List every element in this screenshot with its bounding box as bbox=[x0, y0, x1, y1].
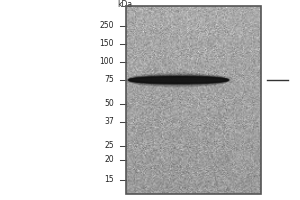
Text: 50: 50 bbox=[104, 99, 114, 108]
Text: 20: 20 bbox=[104, 156, 114, 164]
Text: 15: 15 bbox=[104, 176, 114, 184]
Ellipse shape bbox=[129, 77, 228, 83]
Ellipse shape bbox=[127, 73, 230, 87]
Text: kDa: kDa bbox=[117, 0, 132, 9]
Ellipse shape bbox=[128, 75, 229, 85]
Text: 150: 150 bbox=[100, 40, 114, 48]
Bar bbox=[126, 6, 261, 194]
Text: 100: 100 bbox=[100, 58, 114, 66]
Text: 250: 250 bbox=[100, 21, 114, 30]
Text: 37: 37 bbox=[104, 117, 114, 127]
Text: 25: 25 bbox=[104, 142, 114, 150]
Text: 75: 75 bbox=[104, 75, 114, 84]
Ellipse shape bbox=[129, 76, 229, 84]
